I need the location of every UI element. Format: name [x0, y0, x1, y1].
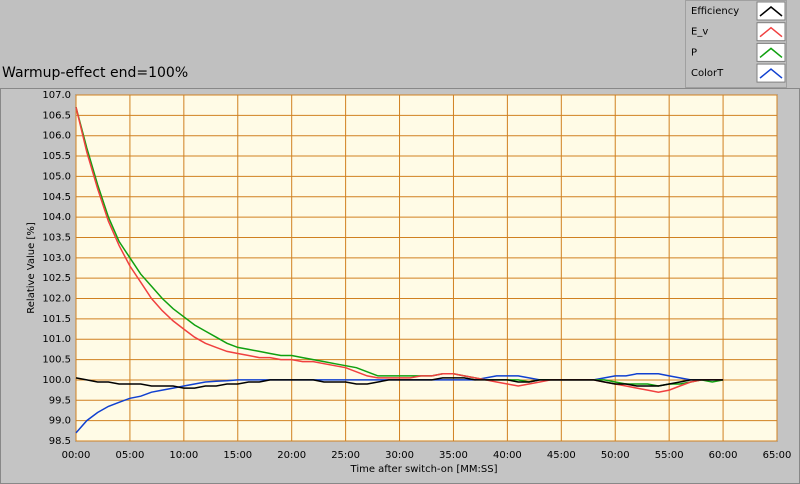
x-tick-label: 00:00 — [62, 450, 91, 461]
y-tick-label: 105.0 — [42, 171, 71, 182]
x-tick-label: 20:00 — [277, 450, 306, 461]
legend-label: Efficiency — [691, 6, 739, 17]
x-tick-label: 65:00 — [763, 450, 792, 461]
x-tick-label: 15:00 — [223, 450, 252, 461]
y-tick-label: 99.0 — [49, 416, 71, 427]
legend-swatch-box — [756, 1, 786, 21]
legend-swatch — [759, 68, 783, 79]
x-tick-label: 05:00 — [116, 450, 145, 461]
legend-label: E_v — [691, 27, 708, 38]
y-tick-label: 103.0 — [42, 253, 71, 264]
x-tick-label: 60:00 — [709, 450, 738, 461]
legend-label: P — [691, 47, 697, 58]
y-tick-label: 101.0 — [42, 334, 71, 345]
chart-title: Warmup-effect end=100% — [2, 65, 188, 81]
y-tick-label: 100.5 — [42, 355, 71, 366]
y-tick-label: 98.5 — [49, 436, 71, 447]
legend-swatch-box — [756, 63, 786, 83]
y-tick-label: 106.0 — [42, 131, 71, 142]
legend-swatch-box — [756, 42, 786, 62]
y-tick-label: 102.0 — [42, 294, 71, 305]
y-tick-label: 104.0 — [42, 212, 71, 223]
x-axis-label: Time after switch-on [MM:SS] — [350, 464, 498, 475]
y-tick-label: 101.5 — [42, 314, 71, 325]
legend-swatch — [759, 6, 783, 17]
x-tick-label: 10:00 — [169, 450, 198, 461]
series-line — [75, 377, 724, 389]
x-tick-label: 30:00 — [385, 450, 414, 461]
y-tick-label: 106.5 — [42, 110, 71, 121]
legend-label: ColorT — [691, 68, 724, 79]
x-tick-label: 50:00 — [601, 450, 630, 461]
series-line — [75, 107, 724, 387]
x-tick-label: 45:00 — [547, 450, 576, 461]
x-tick-label: 55:00 — [655, 450, 684, 461]
legend-swatch — [759, 47, 783, 58]
x-tick-label: 25:00 — [331, 450, 360, 461]
y-tick-label: 102.5 — [42, 273, 71, 284]
y-tick-label: 104.5 — [42, 192, 71, 203]
y-axis-label: Relative Value [%] — [26, 222, 37, 314]
y-tick-label: 103.5 — [42, 232, 71, 243]
y-tick-label: 105.5 — [42, 151, 71, 162]
legend-swatch — [759, 26, 783, 38]
y-tick-label: 107.0 — [42, 90, 71, 101]
y-tick-label: 100.0 — [42, 375, 71, 386]
legend-swatch-box — [756, 22, 786, 42]
y-tick-label: 99.5 — [49, 395, 71, 406]
x-tick-label: 40:00 — [493, 450, 522, 461]
x-tick-label: 35:00 — [439, 450, 468, 461]
